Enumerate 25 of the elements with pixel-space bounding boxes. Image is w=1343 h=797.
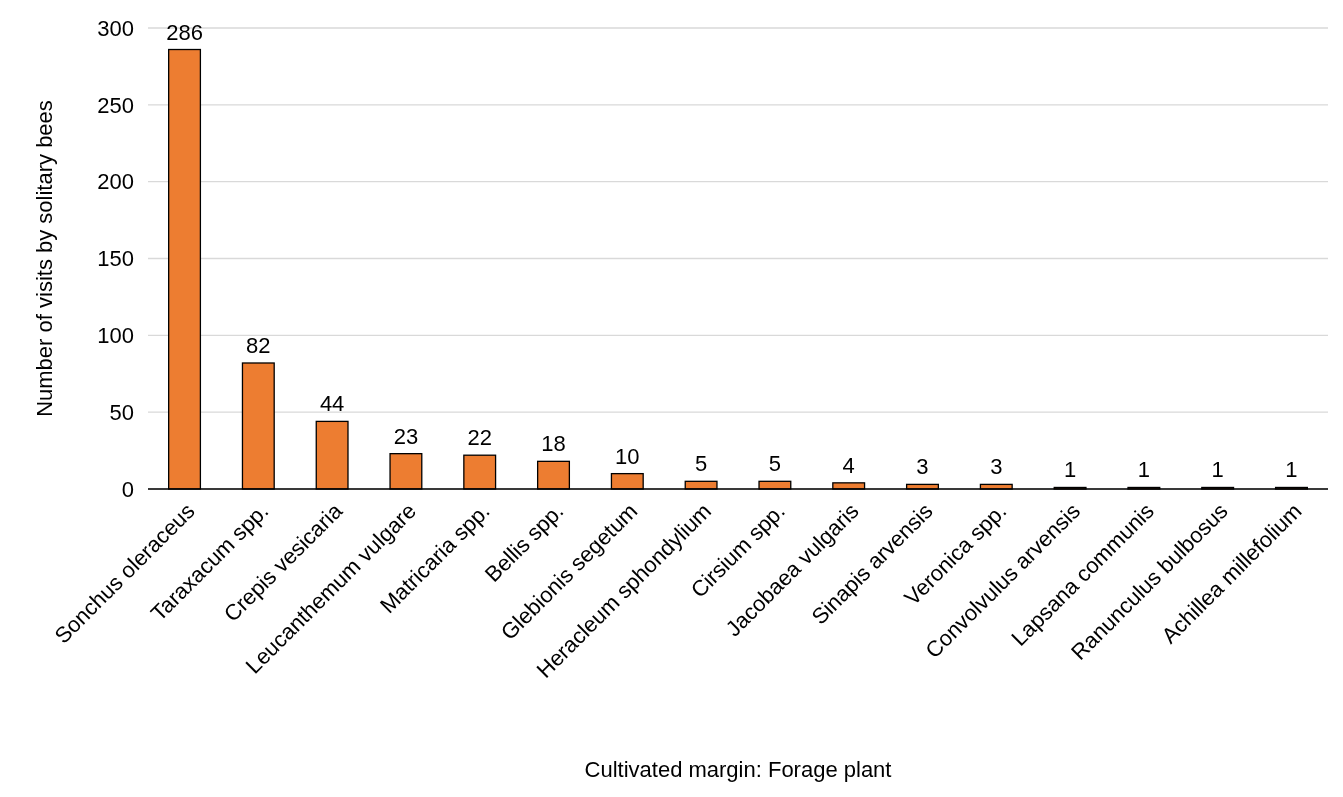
data-label: 1 xyxy=(1211,457,1224,483)
data-label: 44 xyxy=(319,391,345,417)
data-label: 1 xyxy=(1285,457,1298,483)
data-label: 1 xyxy=(1063,457,1077,483)
data-label: 10 xyxy=(615,443,640,469)
data-label: 5 xyxy=(768,451,782,477)
y-tick-label: 200 xyxy=(97,169,134,195)
data-label: 3 xyxy=(916,454,929,480)
data-label: 4 xyxy=(842,452,855,478)
y-tick-label: 300 xyxy=(97,15,134,41)
data-label: 18 xyxy=(541,431,566,457)
data-label: 22 xyxy=(467,425,492,451)
y-tick-label: 250 xyxy=(97,92,134,118)
data-label: 23 xyxy=(393,423,419,449)
data-label: 1 xyxy=(1137,457,1150,483)
y-tick-label: 100 xyxy=(97,323,134,349)
y-axis-title: Number of visits by solitary bees xyxy=(32,100,57,417)
data-label: 5 xyxy=(694,451,708,477)
data-label: 3 xyxy=(990,454,1003,480)
y-tick-label: 50 xyxy=(109,399,134,425)
y-tick-label: 150 xyxy=(97,246,134,272)
data-label: 286 xyxy=(166,19,203,45)
data-label: 82 xyxy=(246,332,271,358)
x-axis-title: Cultivated margin: Forage plant xyxy=(584,757,892,782)
y-tick-label: 0 xyxy=(121,476,134,502)
